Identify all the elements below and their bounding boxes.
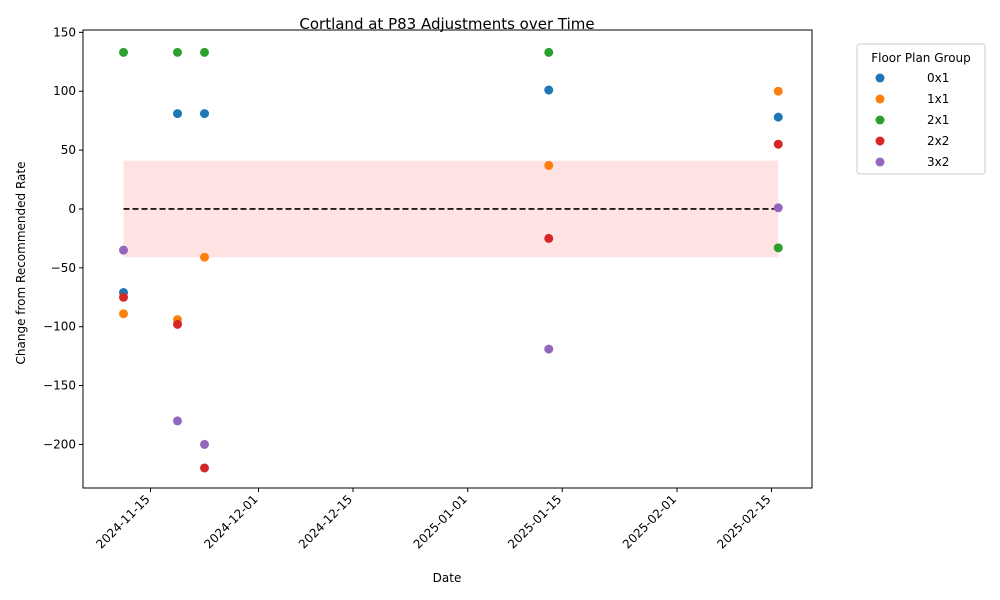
y-tick-label: −200 bbox=[43, 437, 76, 451]
data-point-2x1 bbox=[544, 47, 554, 57]
y-tick-label: 150 bbox=[53, 25, 76, 39]
data-point-2x1 bbox=[119, 47, 128, 57]
x-tick-label: 2024-12-15 bbox=[296, 492, 355, 551]
x-tick-label: 2025-01-15 bbox=[505, 492, 564, 551]
data-point-0x1 bbox=[173, 109, 182, 119]
data-point-3x2 bbox=[173, 416, 182, 426]
data-point-1x1 bbox=[200, 252, 209, 262]
legend-marker-2x1 bbox=[875, 115, 885, 125]
y-tick-label: 100 bbox=[53, 84, 76, 98]
data-point-1x1 bbox=[544, 160, 554, 170]
chart-title: Cortland at P83 Adjustments over Time bbox=[299, 15, 594, 33]
data-point-3x2 bbox=[544, 344, 554, 354]
data-point-0x1 bbox=[773, 112, 783, 122]
data-point-3x2 bbox=[200, 439, 209, 449]
data-point-0x1 bbox=[544, 85, 554, 95]
legend: Floor Plan Group 0x1 1x1 2x1 2x2 3x2 bbox=[856, 43, 986, 175]
legend-title: Floor Plan Group bbox=[871, 51, 971, 65]
legend-marker-3x2 bbox=[875, 157, 885, 167]
legend-label-2x1: 2x1 bbox=[927, 113, 949, 127]
legend-marker-1x1 bbox=[875, 94, 885, 104]
data-point-2x2 bbox=[119, 292, 128, 302]
legend-frame bbox=[856, 43, 986, 175]
data-point-2x1 bbox=[173, 47, 182, 57]
legend-marker-2x2 bbox=[875, 136, 885, 146]
data-point-2x2 bbox=[173, 319, 182, 329]
data-point-2x2 bbox=[544, 233, 554, 243]
data-point-3x2 bbox=[773, 203, 783, 213]
data-point-1x1 bbox=[773, 86, 783, 96]
data-point-2x1 bbox=[773, 243, 783, 253]
y-tick-label: −150 bbox=[43, 379, 76, 393]
x-tick-label: 2025-01-01 bbox=[411, 492, 470, 551]
legend-label-2x2: 2x2 bbox=[927, 134, 949, 148]
x-tick-label: 2025-02-01 bbox=[620, 492, 679, 551]
plot-frame bbox=[82, 29, 813, 489]
y-tick-label: −50 bbox=[51, 261, 76, 275]
legend-label-0x1: 0x1 bbox=[927, 71, 949, 85]
y-axis-label: Change from Recommended Rate bbox=[14, 162, 28, 365]
x-tick-label: 2024-11-15 bbox=[93, 492, 152, 551]
data-point-0x1 bbox=[200, 109, 209, 119]
data-point-1x1 bbox=[119, 309, 128, 319]
y-tick-label: 50 bbox=[61, 143, 76, 157]
legend-label-3x2: 3x2 bbox=[927, 155, 949, 169]
data-point-2x2 bbox=[200, 463, 209, 473]
legend-label-1x1: 1x1 bbox=[927, 92, 949, 106]
data-point-3x2 bbox=[119, 245, 128, 255]
data-point-2x2 bbox=[773, 139, 783, 149]
x-tick-label: 2024-12-01 bbox=[201, 492, 260, 551]
x-axis-label: Date bbox=[433, 571, 462, 585]
data-point-2x1 bbox=[200, 47, 209, 57]
x-tick-label: 2025-02-15 bbox=[714, 492, 773, 551]
y-tick-label: −100 bbox=[43, 320, 76, 334]
legend-marker-0x1 bbox=[875, 73, 885, 83]
y-tick-label: 0 bbox=[68, 202, 76, 216]
